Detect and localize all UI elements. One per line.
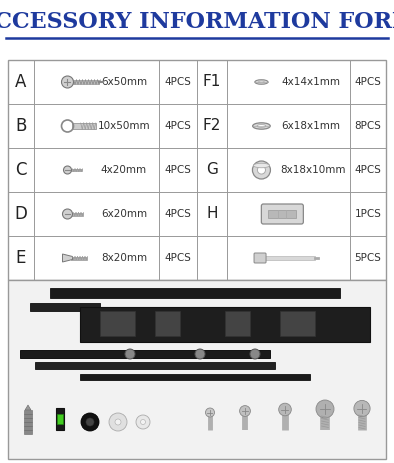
Bar bbox=[100, 311, 135, 336]
Text: E: E bbox=[16, 249, 26, 267]
Text: 4PCS: 4PCS bbox=[355, 77, 381, 87]
Bar bbox=[268, 210, 296, 218]
Text: 1PCS: 1PCS bbox=[355, 209, 381, 219]
Polygon shape bbox=[63, 254, 72, 262]
Ellipse shape bbox=[255, 80, 268, 84]
Ellipse shape bbox=[253, 123, 270, 129]
Bar bbox=[24, 426, 32, 430]
Ellipse shape bbox=[258, 81, 264, 83]
Circle shape bbox=[86, 418, 94, 426]
Bar bbox=[71, 257, 87, 259]
Text: H: H bbox=[206, 206, 218, 221]
Bar bbox=[35, 362, 275, 369]
Bar bbox=[280, 311, 315, 336]
Bar bbox=[24, 414, 32, 418]
Text: 4PCS: 4PCS bbox=[165, 121, 191, 131]
Text: A: A bbox=[15, 73, 27, 91]
Text: G: G bbox=[206, 163, 218, 177]
Text: 8x18x10mm: 8x18x10mm bbox=[281, 165, 346, 175]
Bar bbox=[263, 256, 315, 260]
Circle shape bbox=[136, 415, 150, 429]
Bar bbox=[24, 422, 32, 425]
Bar bbox=[80, 374, 310, 380]
Text: 6x50mm: 6x50mm bbox=[101, 77, 147, 87]
Text: 8PCS: 8PCS bbox=[355, 121, 381, 131]
Bar bbox=[24, 430, 32, 433]
Circle shape bbox=[316, 400, 334, 418]
Circle shape bbox=[63, 166, 71, 174]
Circle shape bbox=[240, 406, 251, 416]
Circle shape bbox=[81, 413, 99, 431]
Text: 6x20mm: 6x20mm bbox=[101, 209, 147, 219]
Bar bbox=[72, 123, 97, 129]
Bar bbox=[155, 311, 180, 336]
Text: 4x20mm: 4x20mm bbox=[101, 165, 147, 175]
Text: 4PCS: 4PCS bbox=[355, 165, 381, 175]
Text: 4PCS: 4PCS bbox=[165, 165, 191, 175]
Text: 10x50mm: 10x50mm bbox=[98, 121, 151, 131]
FancyBboxPatch shape bbox=[254, 253, 266, 263]
Circle shape bbox=[354, 400, 370, 417]
Text: F1: F1 bbox=[203, 75, 221, 89]
Circle shape bbox=[250, 349, 260, 359]
Circle shape bbox=[63, 209, 72, 219]
Circle shape bbox=[253, 161, 270, 179]
Bar bbox=[71, 213, 84, 215]
Bar bbox=[225, 311, 250, 336]
Bar bbox=[56, 408, 64, 430]
Text: 4PCS: 4PCS bbox=[165, 253, 191, 263]
Circle shape bbox=[257, 166, 266, 174]
Ellipse shape bbox=[257, 125, 266, 127]
Bar bbox=[8, 280, 386, 459]
Bar bbox=[8, 60, 386, 280]
Text: 6x18x1mm: 6x18x1mm bbox=[281, 121, 340, 131]
Polygon shape bbox=[25, 405, 31, 410]
Text: 4x14x1mm: 4x14x1mm bbox=[281, 77, 340, 87]
Bar bbox=[20, 350, 270, 358]
Circle shape bbox=[61, 76, 74, 88]
Circle shape bbox=[141, 419, 145, 425]
FancyBboxPatch shape bbox=[261, 204, 303, 224]
Circle shape bbox=[195, 349, 205, 359]
Bar bbox=[57, 414, 63, 424]
Text: 8x20mm: 8x20mm bbox=[101, 253, 147, 263]
Bar bbox=[71, 169, 82, 171]
Text: 4PCS: 4PCS bbox=[165, 77, 191, 87]
Text: C: C bbox=[15, 161, 27, 179]
Circle shape bbox=[206, 408, 214, 417]
Bar bbox=[24, 418, 32, 421]
Text: B: B bbox=[15, 117, 27, 135]
Text: F2: F2 bbox=[203, 119, 221, 133]
Bar bbox=[30, 303, 100, 311]
Circle shape bbox=[115, 419, 121, 425]
Bar bbox=[50, 288, 340, 298]
Ellipse shape bbox=[253, 163, 269, 168]
Text: 5PCS: 5PCS bbox=[355, 253, 381, 263]
Bar bbox=[71, 80, 100, 84]
Text: ACCESSORY INFORMATION FORM: ACCESSORY INFORMATION FORM bbox=[0, 11, 394, 33]
Text: 4PCS: 4PCS bbox=[165, 209, 191, 219]
Circle shape bbox=[125, 349, 135, 359]
Circle shape bbox=[279, 403, 291, 416]
Bar bbox=[24, 410, 32, 413]
Text: D: D bbox=[15, 205, 28, 223]
Bar bbox=[80, 307, 370, 342]
Circle shape bbox=[109, 413, 127, 431]
